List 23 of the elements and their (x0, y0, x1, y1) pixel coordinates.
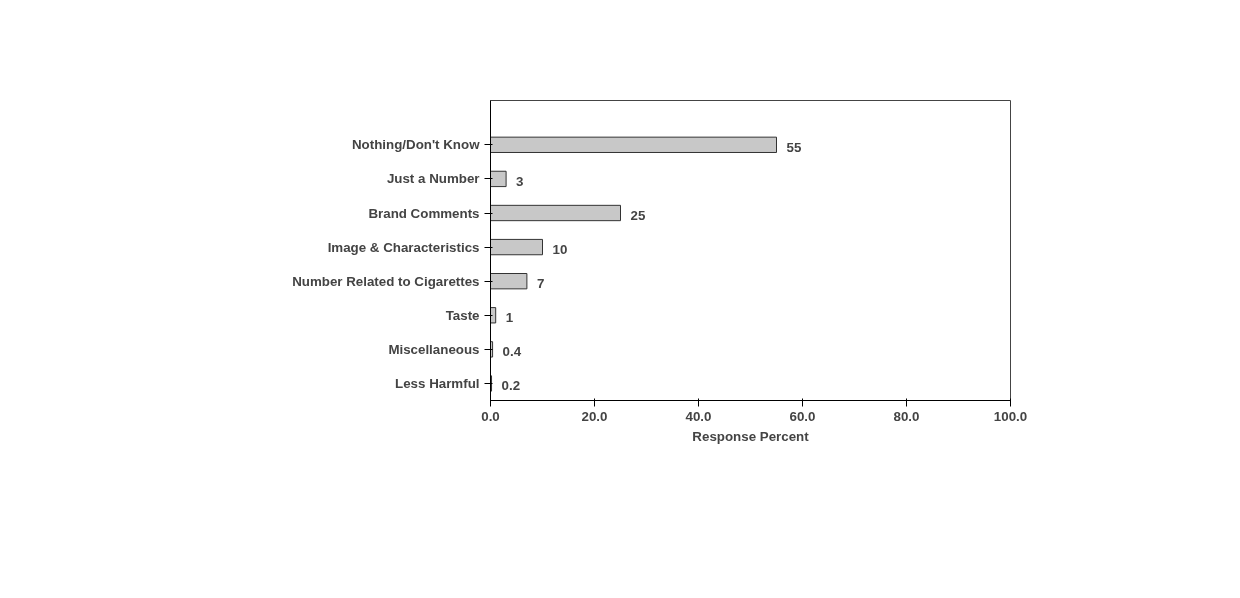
y-tick-label: Less Harmful (395, 375, 480, 391)
data-label: 7 (536, 276, 545, 292)
data-label: 3 (516, 173, 524, 189)
x-tick-label: 60.0 (789, 408, 816, 424)
x-tick-label: 20.0 (581, 408, 608, 424)
x-tick-label: 80.0 (893, 408, 920, 424)
y-tick-label: Image & Characteristics (327, 239, 480, 255)
y-tick-label: Number Related to Cigarettes (292, 273, 480, 289)
data-label: 25 (630, 208, 646, 223)
data-label: 0.4 (502, 344, 522, 360)
data-label: 0.2 (501, 378, 521, 394)
x-axis-title: Response Percent (692, 428, 810, 444)
y-tick-label: Miscellaneous (388, 341, 480, 357)
x-tick-label: 40.0 (685, 408, 712, 424)
data-label: 55 (786, 139, 802, 155)
y-tick-label: Just a Number (386, 171, 480, 187)
y-tick-label: Brand Comments (368, 205, 480, 221)
y-tick-label: Nothing/Don't Know (351, 137, 481, 153)
x-tick-label: 100.0 (993, 408, 1028, 424)
data-label: 10 (552, 242, 568, 258)
y-tick-label: Taste (445, 307, 480, 323)
data-label: 1 (505, 310, 514, 326)
x-tick-label: 0.0 (481, 408, 500, 424)
